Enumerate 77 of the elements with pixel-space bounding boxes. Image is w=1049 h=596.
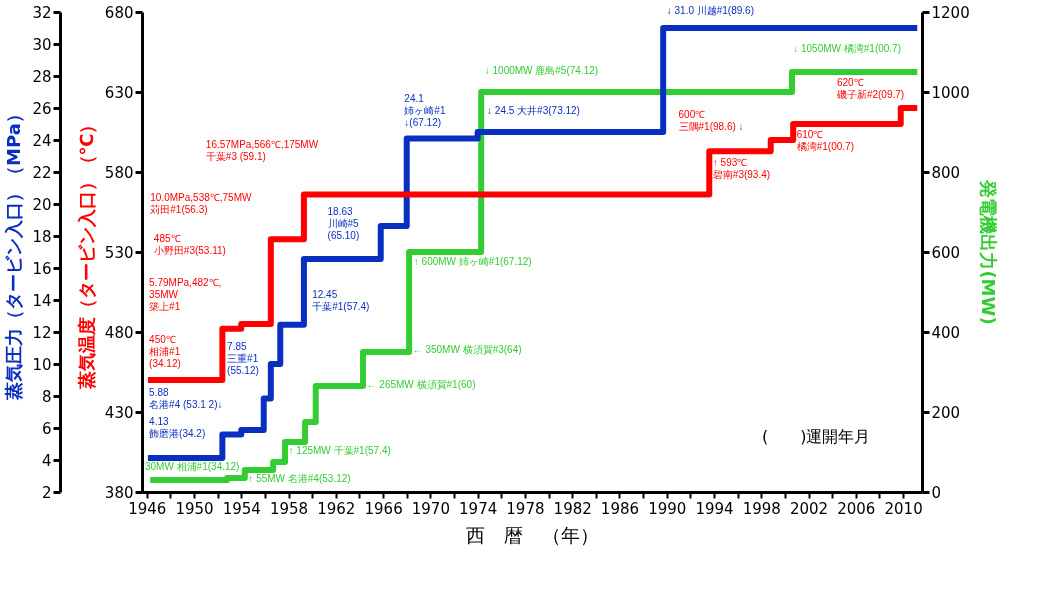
annotation: 7.85 三重#1 (55.12) <box>227 340 259 376</box>
y3-tick-label: 1000 <box>931 83 970 102</box>
y3-tick-label: 1200 <box>931 3 970 22</box>
y2-tick-label: 14 <box>32 291 52 310</box>
x-tick-label: 1970 <box>411 499 450 518</box>
y3-axis-title: 発電機出力(MW) <box>977 179 999 325</box>
y2-tick-label: 4 <box>41 451 52 470</box>
x-tick-label: 2006 <box>837 499 876 518</box>
y2-tick-label: 18 <box>32 227 52 246</box>
x-tick-label: 1986 <box>600 499 640 518</box>
annotation: ↓ 1000MW 鹿島#5(74.12) <box>484 65 599 77</box>
y2-tick-label: 12 <box>32 323 52 342</box>
y2-tick-label: 28 <box>32 67 52 86</box>
x-tick-label: 2002 <box>789 499 829 518</box>
y3-tick-label: 800 <box>931 163 961 182</box>
x-tick-label: 1966 <box>364 499 403 518</box>
annotation: 10.0MPa,538℃,75MW 苅田#1(56.3) <box>150 191 252 215</box>
annotation: ← 350MW 横須賀#3(64) <box>412 343 522 355</box>
annotation: 620℃ 磯子新#2(09.7) <box>835 76 905 100</box>
x-tick-label: 1954 <box>222 499 261 518</box>
annotation: ↑ 55MW 名港#4(53.12) <box>248 473 351 485</box>
annotation: 610℃ 橘湾#1(00.7) <box>796 129 854 153</box>
y2-tick-label: 30 <box>32 35 52 54</box>
x-tick-label: 1978 <box>506 499 545 518</box>
x-tick-label: 1990 <box>648 499 687 518</box>
y3-tick-label: 600 <box>931 243 961 262</box>
y-tick-label: 380 <box>104 483 134 502</box>
y3-tick-label: 400 <box>931 323 961 342</box>
y2-tick-label: 24 <box>32 131 52 150</box>
y2-tick-label: 22 <box>32 163 52 182</box>
y-tick-label: 680 <box>104 3 134 22</box>
annotation: 12.45 千葉#1(57.4) <box>312 289 370 313</box>
annotation: ↓ 1050MW 橘湾#1(00.7) <box>793 43 902 54</box>
annotation: ← 265MW 横須賀#1(60) <box>366 379 476 390</box>
y2-tick-label: 26 <box>32 99 52 118</box>
x-tick-label: 1998 <box>742 499 781 518</box>
y-tick-label: 530 <box>104 243 134 262</box>
x-tick-label: 2010 <box>884 499 923 518</box>
annotation: ↑ 125MW 千葉#1(57.4) <box>288 444 391 456</box>
x-axis-title: 西 暦 （年） <box>466 523 599 546</box>
annotation: 16.57MPa,566℃,175MW 千葉#3 (59.1) <box>205 139 319 162</box>
y2-axis-title: 蒸気圧力（タービン入口）（MPa） <box>3 105 25 401</box>
x-tick-label: 1950 <box>175 499 214 518</box>
y2-tick-label: 2 <box>41 483 52 502</box>
x-tick-label: 1994 <box>695 499 734 518</box>
y2-tick-label: 10 <box>32 355 52 374</box>
annotation: 24.1 姉ヶ崎#1 ↓(67.12) <box>404 92 446 128</box>
annotation: 485℃ 小野田#3(53.11) <box>153 233 226 257</box>
annotation: 5.79MPa,482℃, 35MW 築上#1 <box>149 276 222 312</box>
y-tick-label: 480 <box>104 323 134 342</box>
y2-tick-label: 6 <box>41 419 52 438</box>
annotation: ↑ 600MW 姉ヶ崎#1(67.12) <box>413 255 532 267</box>
x-tick-label: 1962 <box>317 499 356 518</box>
y2-tick-label: 20 <box>32 195 52 214</box>
x-tick-label: 1982 <box>553 499 592 518</box>
annotation: ↑ 593℃ 碧南#3(93.4) <box>712 156 771 180</box>
annotation: 4.13 飾磨港(34.2) <box>149 415 206 439</box>
y2-tick-label: 8 <box>41 387 52 406</box>
annotation: 30MW 相浦#1(34.12) <box>144 460 240 472</box>
y-tick-label: 580 <box>104 163 134 182</box>
y-tick-label: 630 <box>104 83 134 102</box>
x-tick-label: 1958 <box>269 499 309 518</box>
annotation: ↓ 31.0 川越#1(89.6) <box>666 4 754 16</box>
annotation: ↓ 24.5 大井#3(73.12) <box>487 105 580 117</box>
y2-tick-label: 32 <box>32 3 52 22</box>
annotation: 450℃ 相浦#1 (34.12) <box>149 334 181 370</box>
y3-tick-label: 0 <box>931 483 942 502</box>
x-tick-label: 1974 <box>459 499 498 518</box>
y3-tick-label: 200 <box>931 403 961 422</box>
y-tick-label: 430 <box>104 403 134 422</box>
annotation: 5.88 名港#4 (53.1 2)↓ <box>149 387 223 410</box>
y-axis-title: 蒸気温度（タービン入口）（℃） <box>75 115 97 391</box>
annotation: ( )運開年月 <box>762 427 871 446</box>
annotation: 600℃ 三隅#1(98.6) ↓ <box>678 108 744 132</box>
y2-tick-label: 16 <box>32 259 52 278</box>
x-tick-label: 1946 <box>128 499 167 518</box>
annotation: 18.63 川崎#5 (65.10) <box>327 206 360 242</box>
